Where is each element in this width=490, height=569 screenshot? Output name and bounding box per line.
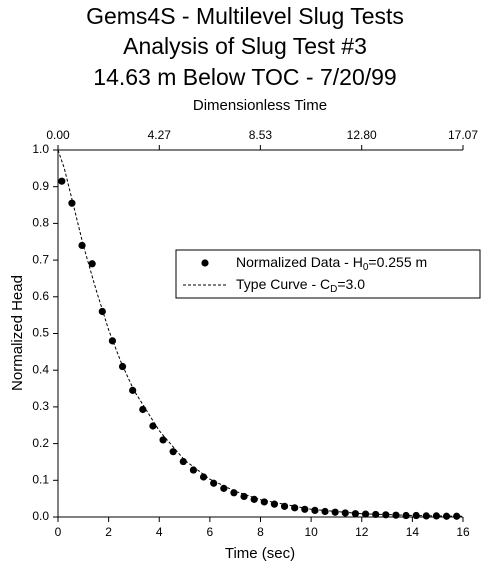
x-tick-label: 0 — [55, 525, 62, 539]
chart-title: Analysis of Slug Test #3 — [123, 33, 367, 59]
data-point — [230, 489, 238, 497]
legend-label-part: =0.255 m — [368, 254, 427, 270]
y-tick-label: 0.0 — [32, 509, 49, 523]
legend-label-part: 0 — [363, 262, 369, 273]
data-point — [98, 307, 106, 316]
data-point — [199, 473, 208, 481]
x2-tick-label: 12.80 — [347, 128, 377, 142]
data-point — [311, 506, 319, 514]
x2-tick-label: 17.07 — [448, 128, 478, 142]
x-tick-label: 16 — [456, 525, 470, 539]
data-point — [129, 386, 137, 394]
y-tick-label: 0.1 — [32, 472, 49, 486]
data-point — [179, 457, 187, 466]
x2-axis-label: Dimensionless Time — [193, 97, 327, 114]
legend-label-part: Normalized Data - H — [236, 254, 363, 270]
data-point — [108, 337, 117, 345]
x-tick-label: 6 — [207, 525, 214, 539]
x-tick-label: 8 — [257, 525, 264, 539]
legend-label-part: =3.0 — [337, 276, 365, 292]
data-point — [321, 507, 329, 516]
data-point — [301, 505, 309, 513]
y-tick-label: 0.8 — [32, 216, 49, 230]
data-point — [149, 422, 157, 430]
data-point — [139, 405, 147, 414]
legend-label-part: D — [330, 284, 337, 295]
y-tick-label: 0.3 — [32, 399, 49, 413]
x2-tick-label: 8.53 — [249, 128, 273, 142]
x-tick-label: 10 — [304, 525, 318, 539]
chart-title: Gems4S - Multilevel Slug Tests — [86, 3, 404, 29]
chart-title: 14.63 m Below TOC - 7/20/99 — [93, 64, 396, 90]
x-tick-label: 4 — [156, 525, 163, 539]
x-tick-label: 2 — [105, 525, 112, 539]
data-point — [260, 498, 268, 506]
legend-label-part: Type Curve - C — [236, 276, 330, 292]
x2-tick-label: 0.00 — [46, 128, 70, 142]
legend-marker — [201, 259, 209, 267]
data-point — [351, 510, 360, 518]
data-point — [189, 466, 198, 474]
data-point — [78, 241, 86, 250]
y-tick-label: 0.7 — [32, 252, 49, 266]
data-point — [220, 484, 228, 492]
y-axis-label: Normalized Head — [9, 275, 26, 391]
data-point — [210, 479, 218, 487]
data-point — [58, 177, 66, 185]
data-point — [331, 508, 339, 516]
type-curve — [57, 149, 464, 517]
legend-box — [175, 249, 481, 299]
y-tick-label: 0.9 — [32, 179, 49, 193]
y-tick-label: 0.2 — [32, 436, 49, 450]
y-tick-label: 0.4 — [32, 362, 49, 376]
legend-label: Normalized Data - H0=0.255 m — [236, 254, 427, 273]
data-point — [169, 448, 177, 456]
y-tick-label: 0.6 — [32, 289, 49, 303]
y-tick-label: 0.5 — [32, 326, 49, 340]
data-point — [341, 509, 349, 517]
data-point — [159, 436, 167, 444]
data-point — [240, 492, 248, 501]
legend-label: Type Curve - CD=3.0 — [236, 276, 365, 295]
x-axis-label: Time (sec) — [225, 545, 295, 562]
y-tick-label: 1.0 — [32, 142, 49, 156]
data-point — [88, 260, 96, 268]
x-tick-label: 12 — [355, 525, 369, 539]
x-tick-label: 14 — [406, 525, 420, 539]
x2-tick-label: 4.27 — [148, 128, 172, 142]
data-point — [250, 495, 258, 503]
